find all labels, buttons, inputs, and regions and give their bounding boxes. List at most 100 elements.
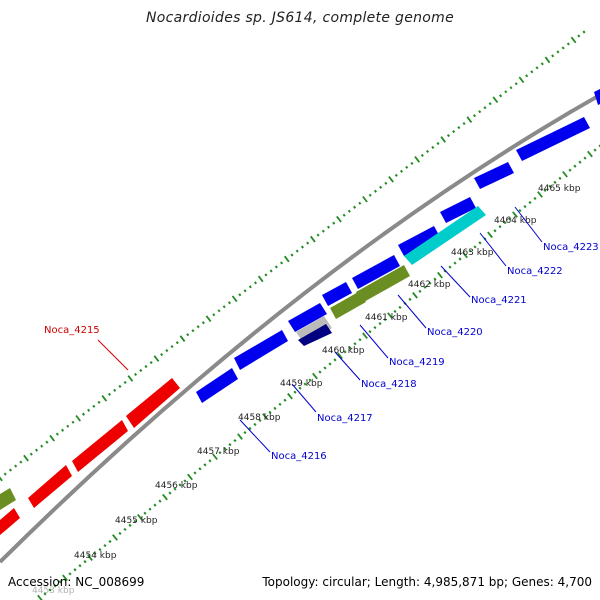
minor-tick [173,487,177,491]
scale-label: 4463 kbp [451,248,494,258]
minor-tick [123,380,127,385]
minor-tick [168,491,172,495]
minor-tick [462,121,466,126]
minor-tick [87,408,91,412]
gene-forward[interactable] [440,197,476,223]
minor-tick [433,277,437,281]
minor-tick [558,176,562,180]
minor-tick [118,384,122,389]
scale-label: 4458 kbp [238,413,281,423]
gene-label[interactable]: Noca_4215 [44,325,100,336]
leader-line [334,351,361,381]
minor-tick [3,472,7,476]
gene-reverse[interactable] [28,465,72,508]
minor-tick [408,297,412,301]
minor-tick [290,253,294,257]
gene-label[interactable]: Noca_4220 [427,327,483,338]
gene-label[interactable]: Noca_4223 [543,242,599,253]
minor-tick [144,364,148,369]
minor-tick [343,350,347,354]
minor-tick [508,217,512,221]
forward-strand-genes [196,89,600,403]
minor-tick [61,428,65,432]
gene-forward[interactable] [288,303,327,332]
minor-tick [8,468,12,472]
major-tick [127,375,134,382]
minor-tick [518,208,522,213]
minor-tick [158,499,162,503]
gene-label[interactable]: Noca_4219 [389,357,445,368]
minor-tick [514,82,518,86]
leader-line [97,339,129,371]
minor-tick [103,543,107,548]
gene-forward[interactable] [398,226,440,256]
map-title: Nocardioides sp. JS614, complete genome [146,10,454,26]
gene-label[interactable]: Noca_4218 [361,379,417,390]
minor-tick [201,321,205,325]
minor-tick [568,168,572,172]
major-tick [62,574,68,582]
minor-tick [566,42,570,46]
major-tick [544,56,551,64]
minor-tick [399,169,404,173]
major-tick [212,453,218,461]
gene-reverse[interactable] [72,420,128,472]
minor-tick [468,249,472,253]
minor-tick [342,213,346,217]
minor-tick [133,519,137,523]
minor-tick [248,426,252,431]
gene-olive[interactable] [356,265,410,303]
minor-tick [295,249,299,253]
gene-label[interactable]: Noca_4217 [317,413,373,424]
gene-label[interactable]: Noca_4221 [471,295,527,306]
gene-reverse[interactable] [126,378,180,428]
gene-forward[interactable] [474,162,514,189]
major-tick [387,312,393,319]
minor-tick [593,148,597,152]
minor-tick [183,479,187,483]
minor-tick [556,50,560,54]
gene-forward[interactable] [594,89,600,105]
minor-tick [92,404,96,408]
minor-tick [358,201,362,205]
minor-tick [368,330,372,334]
gene-label[interactable]: Noca_4222 [507,266,563,277]
gene-cyan[interactable] [404,206,486,265]
minor-tick [379,185,383,189]
minor-tick [553,180,557,184]
gene-forward[interactable] [352,255,400,289]
major-tick [101,395,108,402]
minor-tick [582,30,586,34]
minor-tick [45,440,49,444]
gene-forward[interactable] [516,117,590,161]
backbone-line [0,93,600,564]
major-tick [162,493,168,501]
major-tick [262,413,268,420]
gene-olive[interactable] [330,291,366,319]
minor-tick [143,511,147,515]
minor-tick [71,420,75,424]
gene-forward[interactable] [322,282,352,306]
gene-forward[interactable] [196,368,238,403]
minor-tick [498,225,502,229]
minor-tick [298,386,302,390]
minor-tick [453,261,457,265]
minor-tick [493,229,497,233]
minor-tick [34,448,39,452]
gene-forward[interactable] [234,330,288,370]
minor-tick [573,164,577,168]
minor-tick [410,161,414,166]
accession-label: Accession: NC_008699 [8,575,145,589]
minor-tick [66,424,70,428]
gene-navy[interactable] [298,324,332,346]
gene-reverse[interactable] [0,508,20,535]
major-tick [187,473,193,481]
genome-backbone [0,93,600,564]
minor-tick [113,388,117,392]
minor-tick [223,447,227,451]
major-tick [487,231,493,239]
gene-olive[interactable] [0,488,16,510]
gene-label[interactable]: Noca_4216 [271,451,327,462]
minor-tick [280,261,284,265]
